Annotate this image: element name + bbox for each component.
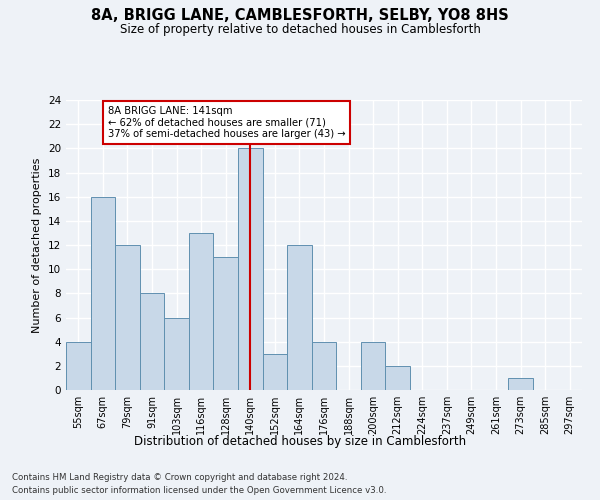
- Text: Contains public sector information licensed under the Open Government Licence v3: Contains public sector information licen…: [12, 486, 386, 495]
- Bar: [238, 148, 263, 390]
- Bar: [263, 354, 287, 390]
- Bar: [140, 294, 164, 390]
- Bar: [66, 342, 91, 390]
- Bar: [508, 378, 533, 390]
- Bar: [361, 342, 385, 390]
- Bar: [91, 196, 115, 390]
- Bar: [385, 366, 410, 390]
- Text: Distribution of detached houses by size in Camblesforth: Distribution of detached houses by size …: [134, 435, 466, 448]
- Y-axis label: Number of detached properties: Number of detached properties: [32, 158, 43, 332]
- Bar: [115, 245, 140, 390]
- Text: 8A, BRIGG LANE, CAMBLESFORTH, SELBY, YO8 8HS: 8A, BRIGG LANE, CAMBLESFORTH, SELBY, YO8…: [91, 8, 509, 22]
- Bar: [214, 257, 238, 390]
- Text: Size of property relative to detached houses in Camblesforth: Size of property relative to detached ho…: [119, 22, 481, 36]
- Text: 8A BRIGG LANE: 141sqm
← 62% of detached houses are smaller (71)
37% of semi-deta: 8A BRIGG LANE: 141sqm ← 62% of detached …: [108, 106, 346, 139]
- Bar: [189, 233, 214, 390]
- Text: Contains HM Land Registry data © Crown copyright and database right 2024.: Contains HM Land Registry data © Crown c…: [12, 472, 347, 482]
- Bar: [287, 245, 312, 390]
- Bar: [312, 342, 336, 390]
- Bar: [164, 318, 189, 390]
